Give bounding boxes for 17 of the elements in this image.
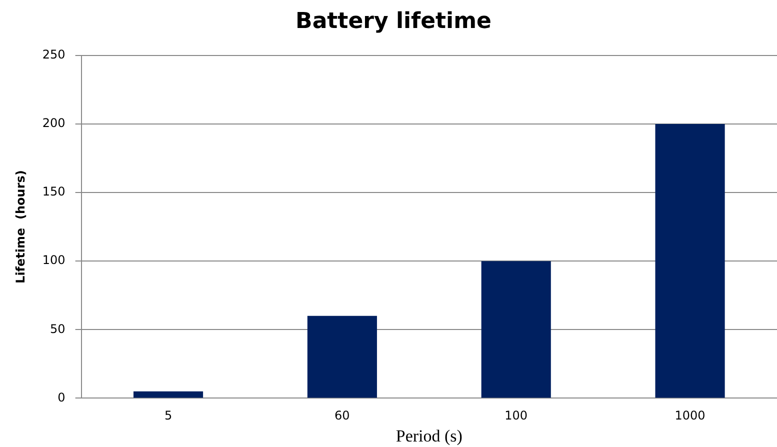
chart-title: Battery lifetime: [296, 8, 492, 34]
y-axis-title: Lifetime (hours): [13, 170, 28, 284]
bar: [133, 391, 204, 398]
x-tick-label: 60: [334, 408, 350, 423]
x-axis-title: Period (s): [396, 426, 462, 446]
x-tick-label: 5: [164, 408, 172, 423]
x-tick-label: 1000: [674, 408, 706, 423]
y-tick-label: 150: [42, 184, 66, 199]
bar: [481, 261, 551, 398]
y-tick-label: 50: [50, 322, 66, 336]
y-tick-label: 250: [42, 48, 66, 62]
bar: [655, 124, 725, 398]
y-tick-label: 200: [42, 116, 66, 130]
bar: [307, 316, 377, 398]
y-tick-label: 0: [58, 390, 66, 404]
y-tick-label: 100: [42, 253, 66, 268]
x-tick-label: 100: [504, 408, 528, 423]
